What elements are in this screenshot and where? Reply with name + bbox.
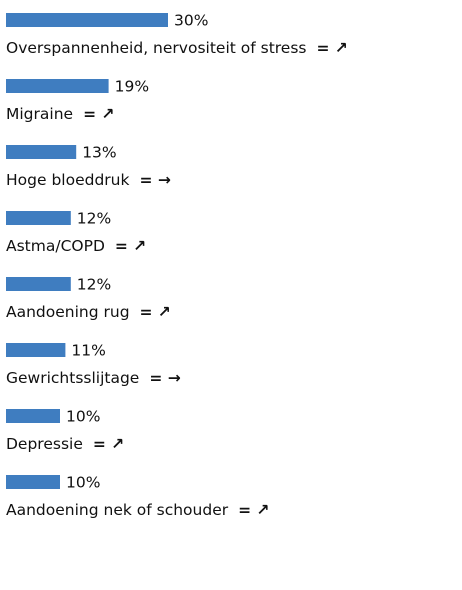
category-label: Hoge bloeddruk = → (6, 171, 171, 189)
trend-indicator: = → (139, 171, 170, 189)
bar (6, 277, 71, 291)
category-name: Aandoening nek of schouder (6, 501, 229, 519)
category-name: Aandoening rug (6, 303, 130, 321)
value-label: 30% (174, 12, 208, 30)
category-label: Migraine = ↗ (6, 105, 114, 123)
bar (6, 79, 109, 93)
trend-indicator: = → (149, 369, 180, 387)
value-label: 11% (71, 342, 105, 360)
trend-indicator: = ↗ (115, 237, 146, 255)
category-name: Overspannenheid, nervositeit of stress (6, 39, 307, 57)
bar (6, 475, 60, 489)
bar (6, 145, 77, 159)
value-label: 10% (66, 408, 100, 426)
value-label: 13% (82, 144, 116, 162)
category-label: Astma/COPD = ↗ (6, 237, 146, 255)
bar (6, 409, 60, 423)
trend-indicator: = ↗ (83, 105, 114, 123)
value-label: 19% (115, 78, 149, 96)
category-name: Astma/COPD (6, 237, 105, 255)
value-label: 10% (66, 474, 100, 492)
category-name: Gewrichtsslijtage (6, 369, 139, 387)
trend-indicator: = ↗ (140, 303, 171, 321)
category-label: Aandoening rug = ↗ (6, 303, 171, 321)
category-label: Overspannenheid, nervositeit of stress = … (6, 39, 348, 57)
category-label: Gewrichtsslijtage = → (6, 369, 181, 387)
category-name: Hoge bloeddruk (6, 171, 129, 189)
value-label: 12% (77, 210, 111, 228)
category-name: Depressie (6, 435, 83, 453)
category-name: Migraine (6, 105, 73, 123)
bar (6, 211, 71, 225)
value-label: 12% (77, 276, 111, 294)
category-label: Aandoening nek of schouder = ↗ (6, 501, 269, 519)
trend-indicator: = ↗ (317, 39, 348, 57)
bar (6, 343, 66, 357)
category-label: Depressie = ↗ (6, 435, 124, 453)
trend-indicator: = ↗ (93, 435, 124, 453)
bar (6, 13, 168, 27)
trend-indicator: = ↗ (238, 501, 269, 519)
